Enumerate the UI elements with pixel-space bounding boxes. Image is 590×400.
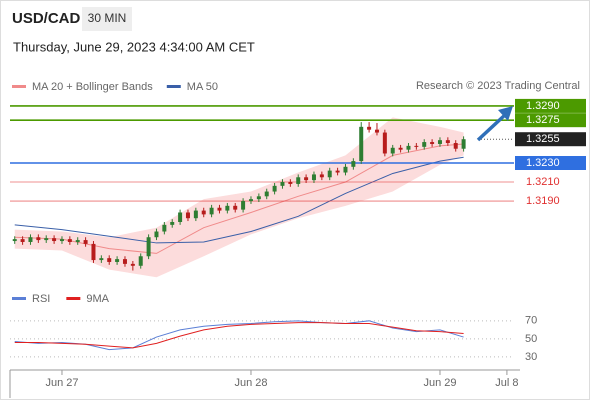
level-box (515, 156, 586, 170)
candle-body (67, 239, 72, 242)
candle-body (304, 177, 309, 181)
candle-body (280, 182, 285, 186)
x-tick-label: Jun 29 (423, 377, 456, 389)
candle-body (319, 174, 324, 178)
chart-title: USD/CAD (12, 10, 81, 27)
candle-body (343, 166, 348, 173)
candle-body (115, 259, 120, 262)
candle-body (382, 132, 387, 154)
candle-body (130, 263, 135, 266)
candle-body (264, 191, 269, 197)
arrow-head (498, 106, 513, 121)
level-label: 1.3230 (526, 157, 560, 169)
candle-body (461, 139, 466, 149)
candle-body (406, 145, 411, 150)
candle-body (248, 199, 253, 202)
candle-body (272, 185, 277, 192)
legend-swatch (12, 297, 26, 300)
candle-body (311, 174, 316, 181)
candle-body (225, 205, 230, 211)
candle-body (146, 237, 151, 257)
candle-body (256, 196, 261, 200)
candle-body (91, 243, 96, 261)
y-tick-label: 50 (525, 333, 537, 345)
candle-body (327, 170, 332, 178)
x-tick-label: Jun 27 (45, 377, 78, 389)
level-label: 1.3255 (526, 133, 560, 145)
x-tick-label: Jun 28 (234, 377, 267, 389)
candle-body (20, 239, 25, 242)
legend-label: MA 20 + Bollinger Bands (32, 81, 153, 93)
candle-body (193, 210, 198, 219)
candle-body (288, 182, 293, 184)
candle-body (99, 258, 104, 261)
candle-body (422, 142, 427, 147)
candle-body (233, 205, 238, 210)
candle-body (398, 147, 403, 150)
candle-body (44, 238, 49, 241)
candle-body (138, 256, 143, 266)
candle-body (185, 212, 190, 219)
candle-body (75, 240, 80, 242)
candle-body (217, 207, 222, 211)
rsi-line (14, 322, 464, 349)
y-tick-label: 70 (525, 315, 537, 327)
candle-body (445, 140, 450, 144)
candle-body (12, 239, 17, 242)
legend-swatch (12, 85, 26, 88)
x-tick-label: Jul 8 (495, 377, 518, 389)
candle-body (36, 237, 41, 241)
level-label: 1.3290 (526, 100, 560, 112)
subtitle: Thursday, June 29, 2023 4:34:00 AM CET (13, 39, 255, 54)
level-label: 1.3210 (526, 176, 560, 188)
y-tick-label: 30 (525, 351, 537, 363)
forecast-arrow (476, 112, 508, 142)
candle-body (154, 231, 159, 238)
level-label: 1.3190 (526, 195, 560, 207)
candle-body (170, 222, 175, 225)
candle-body (52, 238, 57, 242)
candle-body (390, 147, 395, 154)
source: Research © 2023 Trading Central (416, 80, 580, 92)
candle-body (122, 259, 127, 264)
interval-box (82, 7, 132, 31)
level-box (515, 98, 586, 113)
candle-body (453, 143, 458, 149)
moving-average (14, 156, 464, 244)
level-box (515, 113, 586, 128)
candle-body (414, 145, 419, 147)
bollinger-band (14, 117, 464, 278)
level-label: 1.3275 (526, 114, 560, 126)
legend-swatch (166, 85, 181, 88)
candle-body (430, 142, 435, 144)
candle-body (59, 239, 64, 242)
legend-swatch (66, 297, 81, 300)
candle-body (178, 212, 183, 222)
interval: 30 MIN (88, 11, 127, 25)
candle-body (351, 161, 356, 167)
candle-body (83, 240, 88, 244)
candle-body (201, 210, 206, 215)
candle-body (374, 129, 379, 133)
candle-body (296, 177, 301, 184)
level-box (515, 132, 586, 147)
legend-label: MA 50 (187, 81, 218, 93)
candle-body (28, 237, 33, 242)
candle-body (209, 207, 214, 215)
legend-label: 9MA (86, 293, 109, 305)
candle-body (162, 224, 167, 232)
candle-body (367, 126, 372, 130)
legend-label: RSI (32, 293, 50, 305)
candle-body (107, 258, 112, 262)
candle-body (359, 126, 364, 162)
candle-body (335, 170, 340, 173)
candle-body (241, 201, 246, 210)
candle-body (437, 140, 442, 144)
